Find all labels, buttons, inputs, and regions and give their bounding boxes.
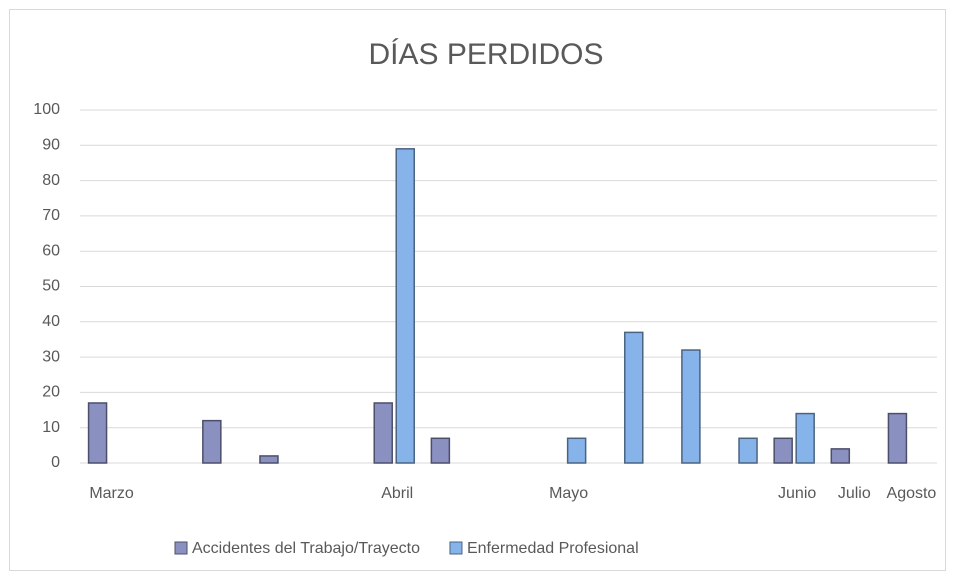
bar bbox=[202, 419, 222, 464]
y-tick-label: 90 bbox=[42, 137, 60, 154]
bar bbox=[773, 437, 793, 464]
chart-title: DÍAS PERDIDOS bbox=[368, 38, 603, 71]
x-tick-label: Marzo bbox=[89, 485, 134, 502]
bar bbox=[681, 349, 701, 464]
legend-swatch bbox=[174, 541, 188, 555]
x-tick-label: Julio bbox=[838, 485, 871, 502]
bar bbox=[624, 331, 644, 464]
bar bbox=[566, 437, 587, 464]
y-tick-label: 10 bbox=[42, 419, 60, 436]
bar bbox=[259, 455, 279, 464]
y-tick-label: 50 bbox=[42, 278, 60, 295]
y-tick-label: 80 bbox=[42, 172, 60, 189]
bar bbox=[830, 448, 851, 464]
y-tick-label: 40 bbox=[42, 313, 60, 330]
x-tick-label: Abril bbox=[381, 485, 413, 502]
bar bbox=[395, 148, 415, 464]
y-tick-label: 70 bbox=[42, 207, 60, 224]
bar bbox=[738, 437, 758, 464]
x-tick-label: Mayo bbox=[549, 485, 588, 502]
bar bbox=[373, 402, 393, 464]
y-tick-label: 30 bbox=[42, 348, 60, 365]
y-tick-label: 20 bbox=[42, 384, 60, 401]
bar bbox=[430, 437, 451, 464]
legend-label: Accidentes del Trabajo/Trayecto bbox=[192, 540, 420, 557]
bar bbox=[795, 412, 815, 464]
y-tick-label: 60 bbox=[42, 242, 60, 259]
chart-border bbox=[9, 9, 946, 571]
y-tick-label: 100 bbox=[33, 101, 60, 118]
y-tick-label: 0 bbox=[51, 454, 60, 471]
legend-swatch bbox=[449, 541, 463, 555]
bar bbox=[87, 402, 108, 464]
x-tick-label: Junio bbox=[778, 485, 816, 502]
bar bbox=[887, 412, 908, 464]
legend-label: Enfermedad Profesional bbox=[467, 540, 639, 557]
x-tick-label: Agosto bbox=[887, 485, 937, 502]
